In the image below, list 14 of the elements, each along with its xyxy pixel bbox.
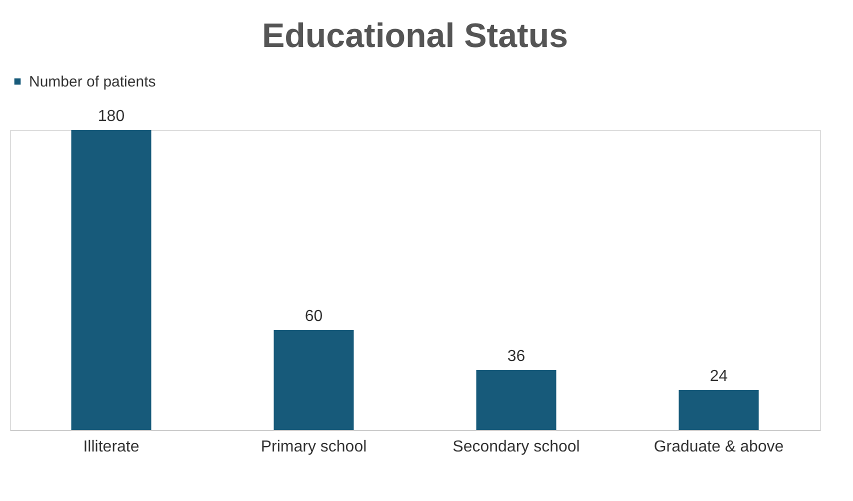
data-label: 60	[304, 308, 323, 325]
data-label: 24	[710, 368, 728, 385]
data-label: 180	[98, 108, 125, 125]
bar	[476, 370, 556, 430]
x-tick-label: Graduate & above	[654, 438, 784, 456]
chart-title: Educational Status	[262, 17, 568, 55]
legend-label: Number of patients	[29, 74, 156, 90]
bar	[274, 330, 354, 430]
x-tick-label: Secondary school	[452, 438, 580, 456]
x-tick-label: Illiterate	[83, 438, 140, 456]
bar	[678, 390, 759, 430]
data-label: 36	[507, 348, 526, 365]
bar	[71, 130, 152, 430]
x-tick-label: Primary school	[260, 438, 367, 456]
